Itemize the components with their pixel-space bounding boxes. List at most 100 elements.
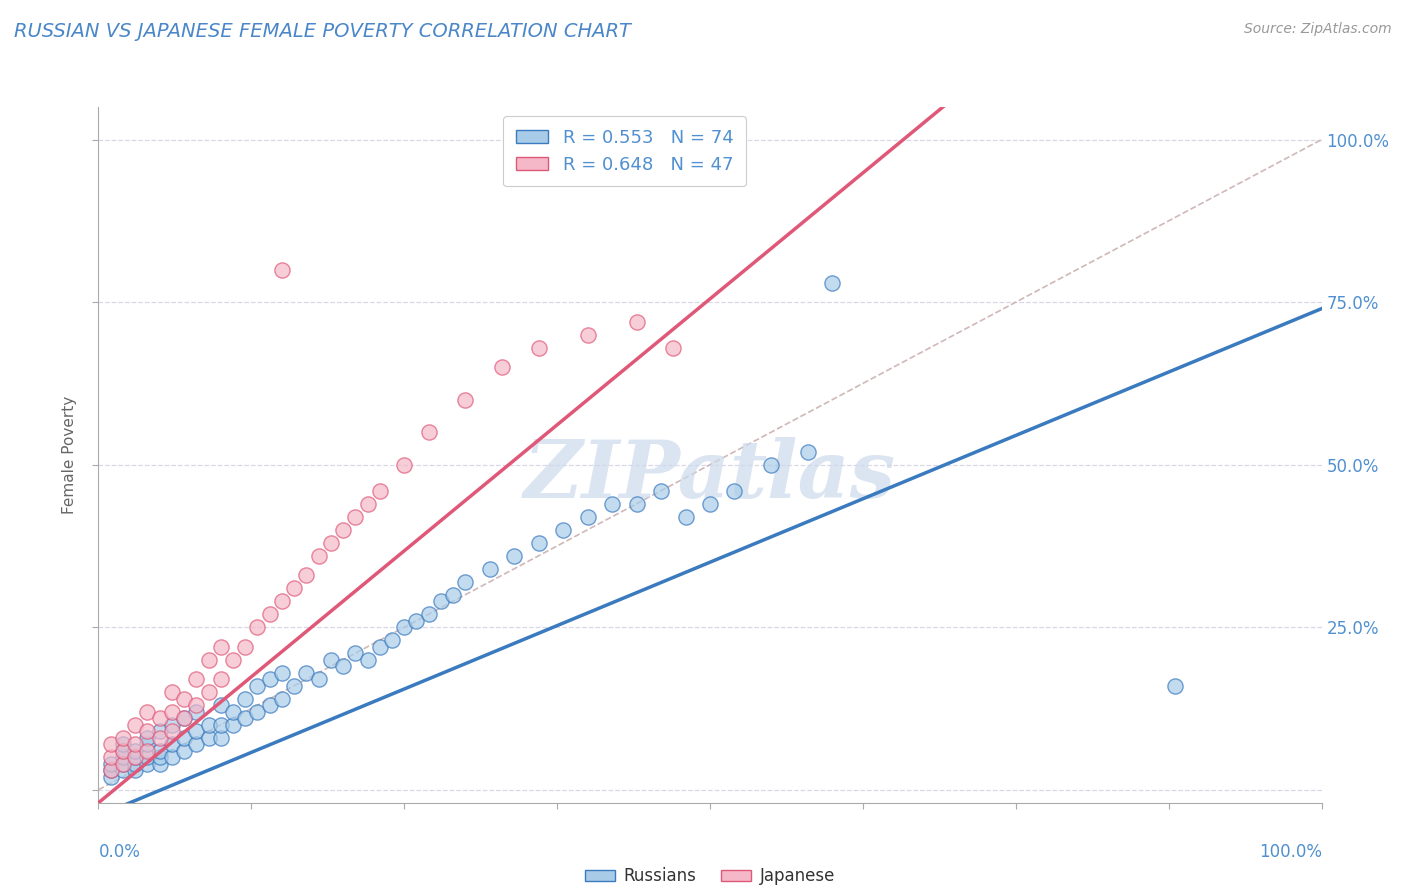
Point [209, 718, 232, 732]
Text: 100.0%: 100.0% [1258, 843, 1322, 861]
Point [100, 750, 122, 764]
Point [332, 659, 354, 673]
Point [344, 509, 367, 524]
Point [259, 607, 281, 622]
Point [197, 718, 219, 732]
Point [246, 705, 269, 719]
Point [124, 737, 146, 751]
Point [381, 633, 404, 648]
Point [368, 483, 391, 498]
Point [454, 392, 477, 407]
Point [124, 750, 146, 764]
Point [149, 750, 172, 764]
Point [173, 744, 195, 758]
Point [319, 653, 342, 667]
Point [124, 764, 146, 778]
Point [100, 756, 122, 771]
Point [136, 724, 159, 739]
Point [111, 744, 134, 758]
Point [186, 672, 208, 686]
Point [124, 750, 146, 764]
Point [418, 607, 440, 622]
Point [100, 737, 122, 751]
Point [197, 685, 219, 699]
Point [100, 764, 122, 778]
Point [124, 718, 146, 732]
Point [650, 483, 672, 498]
Point [246, 679, 269, 693]
Point [392, 620, 416, 634]
Point [270, 665, 294, 680]
Point [209, 640, 232, 654]
Point [111, 737, 134, 751]
Point [295, 665, 318, 680]
Point [111, 750, 134, 764]
Point [186, 737, 208, 751]
Point [699, 497, 721, 511]
Text: 0.0%: 0.0% [98, 843, 141, 861]
Point [454, 574, 477, 589]
Point [295, 568, 318, 582]
Point [233, 640, 256, 654]
Point [197, 731, 219, 745]
Point [527, 341, 550, 355]
Point [100, 764, 122, 778]
Legend: Russians, Japanese: Russians, Japanese [578, 861, 842, 892]
Point [136, 744, 159, 758]
Point [332, 523, 354, 537]
Text: RUSSIAN VS JAPANESE FEMALE POVERTY CORRELATION CHART: RUSSIAN VS JAPANESE FEMALE POVERTY CORRE… [14, 22, 631, 41]
Point [356, 497, 378, 511]
Text: ZIPatlas: ZIPatlas [524, 437, 896, 515]
Point [553, 523, 575, 537]
Point [761, 458, 783, 472]
Point [124, 756, 146, 771]
Point [259, 698, 281, 713]
Point [576, 327, 599, 342]
Point [1164, 679, 1187, 693]
Point [149, 724, 172, 739]
Point [283, 679, 305, 693]
Point [160, 724, 183, 739]
Point [675, 509, 697, 524]
Point [491, 360, 513, 375]
Point [173, 711, 195, 725]
Point [149, 744, 172, 758]
Point [821, 276, 844, 290]
Point [233, 691, 256, 706]
Point [149, 756, 172, 771]
Point [160, 750, 183, 764]
Point [233, 711, 256, 725]
Point [186, 724, 208, 739]
Point [222, 718, 245, 732]
Point [160, 718, 183, 732]
Point [111, 731, 134, 745]
Point [173, 691, 195, 706]
Point [209, 698, 232, 713]
Point [246, 620, 269, 634]
Point [136, 731, 159, 745]
Point [209, 731, 232, 745]
Point [136, 737, 159, 751]
Point [111, 744, 134, 758]
Point [503, 549, 526, 563]
Point [308, 549, 330, 563]
Point [111, 756, 134, 771]
Point [662, 341, 685, 355]
Point [186, 705, 208, 719]
Text: Source: ZipAtlas.com: Source: ZipAtlas.com [1244, 22, 1392, 37]
Point [405, 614, 427, 628]
Point [527, 535, 550, 549]
Point [626, 497, 648, 511]
Point [173, 731, 195, 745]
Point [222, 653, 245, 667]
Point [368, 640, 391, 654]
Point [430, 594, 453, 608]
Point [124, 744, 146, 758]
Point [111, 764, 134, 778]
Y-axis label: Female Poverty: Female Poverty [62, 396, 77, 514]
Point [197, 653, 219, 667]
Point [136, 750, 159, 764]
Point [626, 315, 648, 329]
Point [319, 535, 342, 549]
Point [576, 509, 599, 524]
